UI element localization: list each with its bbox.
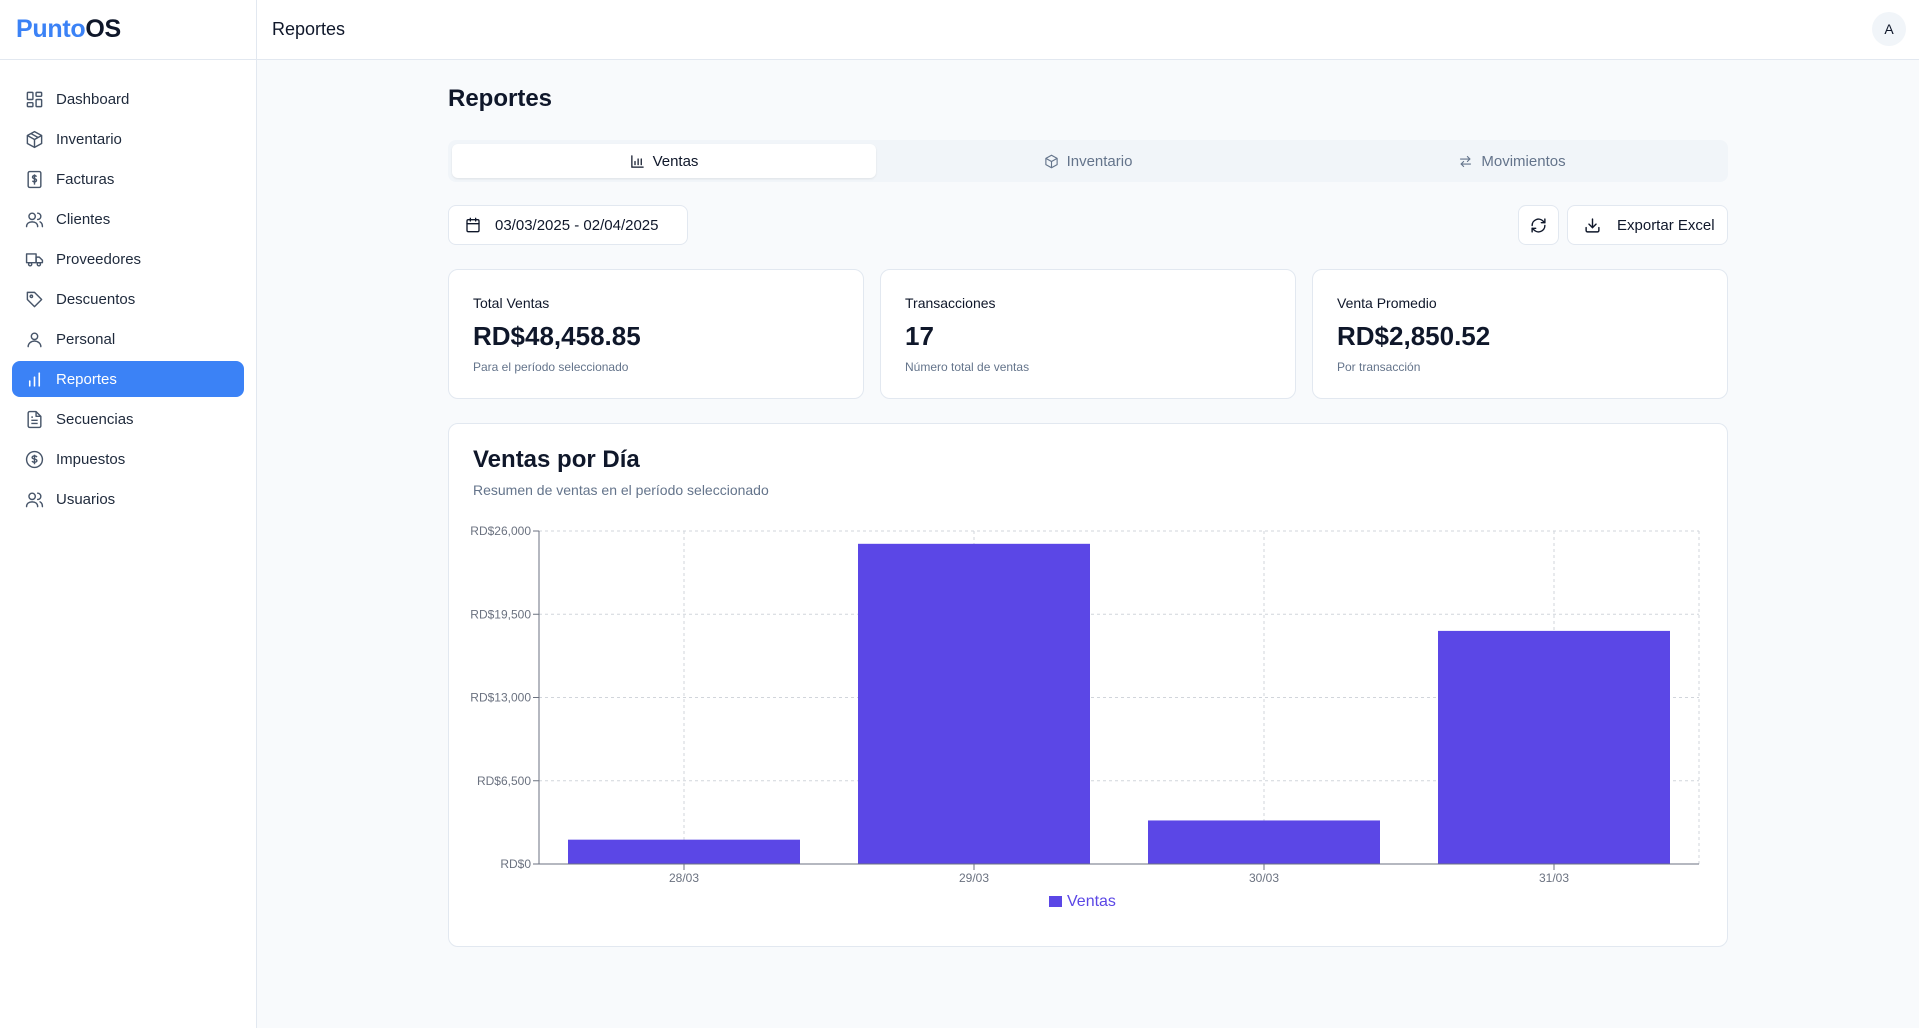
tab-inventario[interactable]: Inventario [876, 144, 1300, 178]
sidebar-item-label: Proveedores [56, 250, 142, 268]
stat-sub: Para el período seleccionado [473, 360, 629, 374]
bar-chart-icon [24, 369, 44, 389]
sidebar-item-label: Impuestos [56, 450, 126, 468]
refresh-button[interactable] [1518, 205, 1559, 245]
users-icon [24, 209, 44, 229]
x-tick-label: 30/03 [1249, 871, 1279, 885]
sidebar-item-label: Reportes [56, 370, 117, 388]
chart-bar [1438, 630, 1670, 864]
sidebar-item-reportes[interactable]: Reportes [12, 361, 244, 397]
stat-value: RD$2,850.52 [1337, 321, 1491, 351]
sidebar-item-facturas[interactable]: Facturas [12, 161, 244, 197]
tab-ventas[interactable]: Ventas [452, 144, 876, 178]
x-tick-label: 31/03 [1539, 871, 1569, 885]
export-label: Exportar Excel [1617, 216, 1715, 234]
stat-sub: Por transacción [1337, 360, 1421, 374]
topbar: Reportes A [257, 0, 1919, 60]
file-text-icon [24, 409, 44, 429]
legend-label: Ventas [1067, 893, 1116, 910]
download-icon [1585, 217, 1600, 233]
sales-bar-chart: RD$0 RD$6,500 RD$13,000 RD$19,500 RD$26,000 2… [470, 524, 1700, 910]
avatar[interactable]: A [1872, 12, 1906, 46]
stat-card-total-ventas: Total Ventas RD$48,458.85 Para el períod… [448, 269, 864, 399]
sidebar-item-usuarios[interactable]: Usuarios [12, 481, 244, 517]
sidebar-item-label: Facturas [56, 170, 115, 188]
stat-sub: Número total de ventas [905, 360, 1030, 374]
stat-card-venta-promedio: Venta Promedio RD$2,850.52 Por transacci… [1312, 269, 1728, 399]
sidebar-item-proveedores[interactable]: Proveedores [12, 241, 244, 277]
arrows-swap-icon [1460, 155, 1472, 167]
sidebar-item-label: Descuentos [56, 290, 136, 308]
sidebar-item-inventario[interactable]: Inventario [12, 121, 244, 157]
user-icon [24, 329, 44, 349]
report-tabs: Ventas Inventario Movimientos [448, 140, 1728, 182]
chart-subtitle: Resumen de ventas en el período seleccio… [473, 482, 769, 498]
dollar-circle-icon [24, 449, 44, 469]
chart-bar [1148, 820, 1380, 864]
sidebar-nav: Dashboard Inventario Facturas Clientes P… [0, 60, 256, 517]
stat-value: 17 [905, 321, 934, 351]
tab-movimientos[interactable]: Movimientos [1300, 144, 1724, 178]
stat-value: RD$48,458.85 [473, 321, 641, 351]
stat-label: Total Ventas [473, 295, 550, 311]
sidebar-item-label: Secuencias [56, 410, 134, 428]
y-tick-label: RD$0 [500, 857, 531, 871]
date-range-value: 03/03/2025 - 02/04/2025 [495, 216, 659, 234]
sidebar-item-label: Usuarios [56, 490, 116, 508]
dashboard-icon [24, 89, 44, 109]
sidebar-item-label: Personal [56, 330, 116, 348]
page-title: Reportes [448, 85, 553, 112]
chart-bar [858, 543, 1090, 864]
sidebar-item-label: Inventario [56, 130, 122, 148]
tab-label: Movimientos [1481, 152, 1566, 170]
sidebar-item-descuentos[interactable]: Descuentos [12, 281, 244, 317]
sidebar-item-impuestos[interactable]: Impuestos [12, 441, 244, 477]
tag-icon [24, 289, 44, 309]
box-icon [1044, 154, 1058, 168]
stat-card-transacciones: Transacciones 17 Número total de ventas [880, 269, 1296, 399]
y-tick-label: RD$26,000 [470, 524, 531, 538]
y-tick-label: RD$13,000 [470, 691, 531, 705]
y-tick-label: RD$19,500 [470, 607, 531, 621]
topbar-title: Reportes [272, 19, 346, 39]
x-tick-label: 29/03 [959, 871, 989, 885]
bar-chart-icon [630, 154, 644, 168]
date-range-picker[interactable]: 03/03/2025 - 02/04/2025 [448, 205, 688, 245]
export-excel-button[interactable]: Exportar Excel [1567, 205, 1728, 245]
y-tick-label: RD$6,500 [477, 774, 531, 788]
calendar-icon [466, 217, 480, 233]
brand-logo[interactable]: Punto OS [0, 0, 256, 60]
sales-chart-card: Ventas por Día Resumen de ventas en el p… [448, 423, 1728, 947]
users-icon [24, 489, 44, 509]
tab-label: Ventas [652, 152, 699, 170]
legend-swatch [1049, 896, 1062, 907]
tab-label: Inventario [1066, 152, 1133, 170]
truck-icon [24, 249, 44, 269]
brand-part-2: OS [85, 15, 121, 43]
chart-bar [568, 839, 800, 864]
stat-label: Transacciones [905, 295, 996, 311]
sidebar-item-clientes[interactable]: Clientes [12, 201, 244, 237]
sidebar: Punto OS Dashboard Inventario Facturas Cl… [0, 0, 257, 1028]
sidebar-item-personal[interactable]: Personal [12, 321, 244, 357]
x-tick-label: 28/03 [669, 871, 699, 885]
box-icon [24, 129, 44, 149]
chart-title: Ventas por Día [473, 446, 640, 473]
sidebar-item-label: Dashboard [56, 90, 130, 108]
stat-label: Venta Promedio [1337, 295, 1437, 311]
refresh-icon [1531, 217, 1546, 233]
brand-part-1: Punto [16, 15, 86, 43]
invoice-icon [24, 169, 44, 189]
sidebar-item-dashboard[interactable]: Dashboard [12, 81, 244, 117]
sidebar-item-secuencias[interactable]: Secuencias [12, 401, 244, 437]
sidebar-item-label: Clientes [56, 210, 111, 228]
